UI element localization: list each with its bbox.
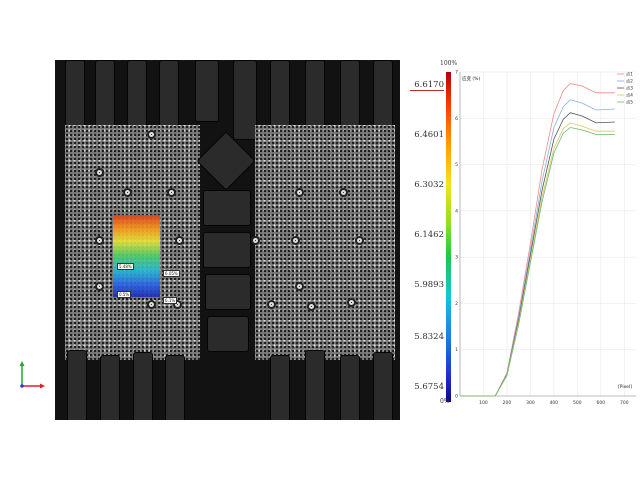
y-tick-label: 1: [455, 347, 458, 353]
x-tick-label: 700: [620, 400, 629, 406]
top-grip: [195, 60, 219, 122]
y-tick-label: 5: [455, 162, 458, 168]
x-tick-label: 300: [526, 400, 535, 406]
bottom-grip: [373, 352, 393, 420]
specimen-image-panel: 5.48% 6.05% 0.5% 6.1%: [55, 60, 400, 420]
legend-label: 点4: [626, 93, 633, 99]
tracking-marker: [251, 236, 260, 245]
series-line: [460, 127, 615, 397]
center-link: [205, 274, 251, 310]
bottom-grip: [340, 355, 360, 420]
bottom-grip: [133, 352, 153, 420]
tracking-marker: [291, 236, 300, 245]
center-link: [203, 190, 251, 226]
bottom-grip: [100, 355, 120, 420]
roi-point-label: 6.05%: [163, 270, 180, 277]
y-tick-label: 3: [455, 255, 458, 261]
roi-point-label: 0.5%: [117, 291, 132, 298]
legend-label: 点1: [626, 72, 633, 78]
colorbar-tick: 5.8324: [414, 332, 444, 342]
top-grip: [127, 60, 147, 132]
colorbar-tick: 5.9893: [414, 280, 444, 290]
x-tick-label: 100: [479, 400, 488, 406]
strain-curve-chart: 100 200 300 400 500 600 700 0 1 2 3 4 5 6 7 点1 点2 点3 点4 点5…: [452, 60, 640, 420]
y-tick-label: 2: [455, 301, 458, 307]
roi-point-label: 6.1%: [163, 297, 178, 304]
tracking-marker: [347, 298, 356, 307]
y-tick-label: 6: [455, 116, 458, 122]
colorbar-max-percent: 100%: [440, 60, 458, 67]
bottom-grip: [165, 355, 185, 420]
top-grip: [233, 60, 257, 140]
tracking-marker: [175, 236, 184, 245]
bottom-grip: [270, 355, 290, 420]
colorbar-min-percent: 0%: [440, 398, 450, 405]
legend-label: 点2: [626, 79, 633, 85]
colorbar-tick: 6.3032: [414, 180, 444, 190]
tracking-marker: [173, 300, 182, 309]
y-tick-label: 4: [455, 208, 458, 214]
bottom-grip: [67, 350, 87, 420]
xyz-axis-triad-icon: [19, 361, 45, 389]
tracking-marker: [339, 188, 348, 197]
x-axis-label: [Pixel]: [618, 384, 632, 390]
top-grip: [340, 60, 360, 132]
tracking-marker: [147, 130, 156, 139]
y-tick-label: 0: [455, 394, 458, 400]
center-link: [196, 131, 256, 191]
x-tick-label: 500: [573, 400, 582, 406]
speckle-specimen-right: [255, 125, 395, 360]
colorbar-tick: 6.4601: [414, 130, 444, 140]
tracking-marker: [267, 300, 276, 309]
tracking-marker: [95, 236, 104, 245]
legend-label: 点3: [626, 86, 633, 92]
tracking-marker: [95, 282, 104, 291]
colorbar-tick: 6.6170: [410, 80, 444, 91]
colorbar-gradient: [446, 72, 451, 402]
strain-roi-overlay[interactable]: [113, 215, 160, 297]
colorbar-legend: 100% 6.6170 6.4601 6.3032 6.1462 5.9893 …: [410, 60, 460, 410]
tracking-marker: [295, 282, 304, 291]
tracking-marker: [307, 302, 316, 311]
colorbar-tick: 6.1462: [414, 230, 444, 240]
center-link: [207, 316, 249, 352]
tracking-marker: [123, 188, 132, 197]
tracking-marker: [355, 236, 364, 245]
y-axis-label: 应变 (%): [462, 75, 480, 82]
bottom-grip: [305, 350, 325, 420]
x-tick-label: 200: [503, 400, 512, 406]
tracking-marker: [167, 188, 176, 197]
tracking-marker: [295, 188, 304, 197]
top-grip: [270, 60, 290, 132]
tracking-marker: [147, 300, 156, 309]
x-tick-label: 600: [597, 400, 606, 406]
top-grip: [305, 60, 325, 134]
center-link: [203, 232, 251, 268]
top-grip: [65, 60, 85, 132]
roi-point-label: 5.48%: [117, 263, 134, 270]
tracking-marker: [95, 168, 104, 177]
legend-label: 点5: [626, 100, 633, 106]
y-tick-label: 7: [455, 70, 458, 76]
x-tick-label: 400: [550, 400, 559, 406]
chart-canvas: 100 200 300 400 500 600 700 0 1 2 3 4 5 6 7 点1点2点3点4点5…: [455, 70, 636, 406]
colorbar-tick: 5.6754: [414, 382, 444, 392]
top-grip: [159, 60, 179, 134]
